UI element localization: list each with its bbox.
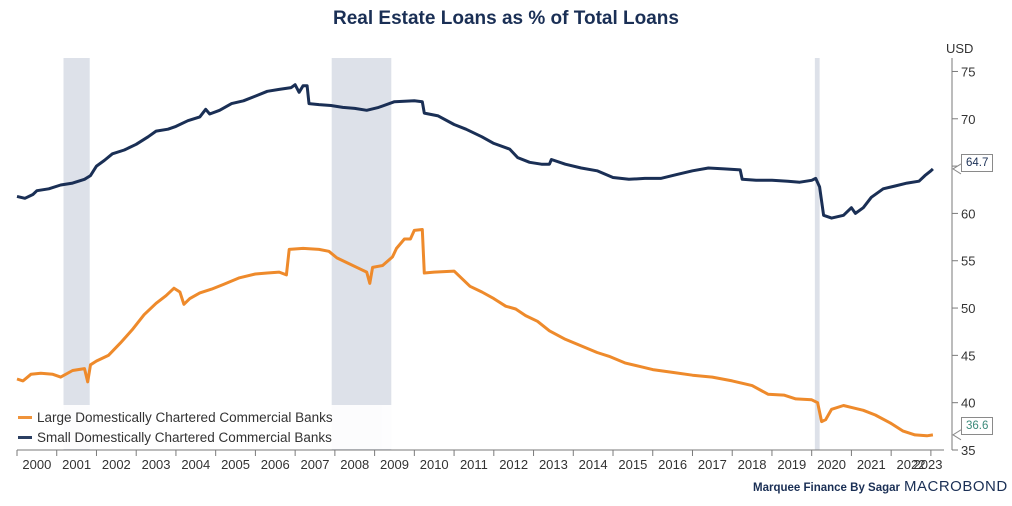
x-tick-label-2015: 2015 — [618, 457, 647, 472]
series-line-small-banks — [16, 83, 934, 220]
legend-label-large-banks: Large Domestically Chartered Commercial … — [37, 409, 333, 425]
x-tick-label-2021: 2021 — [857, 457, 886, 472]
y-tick-label-40: 40 — [961, 396, 975, 411]
x-tick-label-2011: 2011 — [460, 457, 488, 472]
x-tick-label-2017: 2017 — [698, 457, 727, 472]
last-value-badge-small-banks: 64.7 — [961, 154, 994, 172]
x-tick-label-2007: 2007 — [301, 457, 330, 472]
recession-band-1 — [63, 58, 90, 450]
recession-band-3 — [814, 58, 820, 450]
series-lines — [16, 83, 934, 438]
legend-swatch-small-banks — [18, 435, 32, 439]
x-tick-label-2018: 2018 — [738, 457, 767, 472]
x-tick-label-2000: 2000 — [22, 457, 51, 472]
legend-label-small-banks: Small Domestically Chartered Commercial … — [37, 429, 332, 445]
y-axis-unit: USD — [946, 41, 973, 56]
x-tick-label-2020: 2020 — [817, 457, 846, 472]
y-tick-label-55: 55 — [961, 254, 975, 269]
series-line-large-banks — [16, 228, 934, 438]
last-value-badge-large-banks: 36.6 — [961, 417, 994, 435]
x-tick-label-2003: 2003 — [142, 457, 171, 472]
x-tick-label-2006: 2006 — [261, 457, 290, 472]
y-tick-label-50: 50 — [961, 301, 975, 316]
legend: Large Domestically Chartered Commercial … — [14, 405, 392, 449]
callout-pointer-large-banks — [952, 429, 962, 441]
x-tick-label-2023: 2023 — [914, 457, 943, 472]
credit-text: Marquee Finance By Sagar — [753, 482, 900, 494]
legend-swatch-large-banks — [18, 415, 32, 419]
axes: 354045505560657075USD2000200120022003200… — [16, 41, 975, 472]
x-tick-label-2014: 2014 — [579, 457, 608, 472]
x-tick-label-2010: 2010 — [420, 457, 449, 472]
x-tick-label-2022: 2022 — [897, 457, 926, 472]
legend-item-small-banks: Small Domestically Chartered Commercial … — [18, 427, 392, 447]
recession-band-2 — [331, 58, 392, 450]
chart-title: Real Estate Loans as % of Total Loans — [333, 8, 679, 29]
x-tick-label-2001: 2001 — [62, 457, 91, 472]
x-tick-label-2016: 2016 — [658, 457, 687, 472]
x-tick-label-2005: 2005 — [221, 457, 250, 472]
callout-pointer-small-banks — [952, 163, 962, 175]
x-tick-label-2012: 2012 — [499, 457, 528, 472]
x-tick-label-2002: 2002 — [102, 457, 131, 472]
legend-item-large-banks: Large Domestically Chartered Commercial … — [18, 407, 392, 427]
x-tick-label-2009: 2009 — [380, 457, 409, 472]
y-tick-label-70: 70 — [961, 112, 975, 127]
recession-bands — [63, 58, 820, 450]
x-tick-label-2008: 2008 — [340, 457, 369, 472]
brand-logo: MACROBOND — [904, 478, 1008, 495]
y-tick-label-60: 60 — [961, 206, 975, 221]
x-tick-label-2004: 2004 — [181, 457, 210, 472]
x-tick-label-2013: 2013 — [539, 457, 568, 472]
x-tick-label-2019: 2019 — [777, 457, 806, 472]
y-tick-label-35: 35 — [961, 443, 975, 458]
y-tick-label-75: 75 — [961, 64, 975, 79]
y-tick-label-45: 45 — [961, 348, 975, 363]
